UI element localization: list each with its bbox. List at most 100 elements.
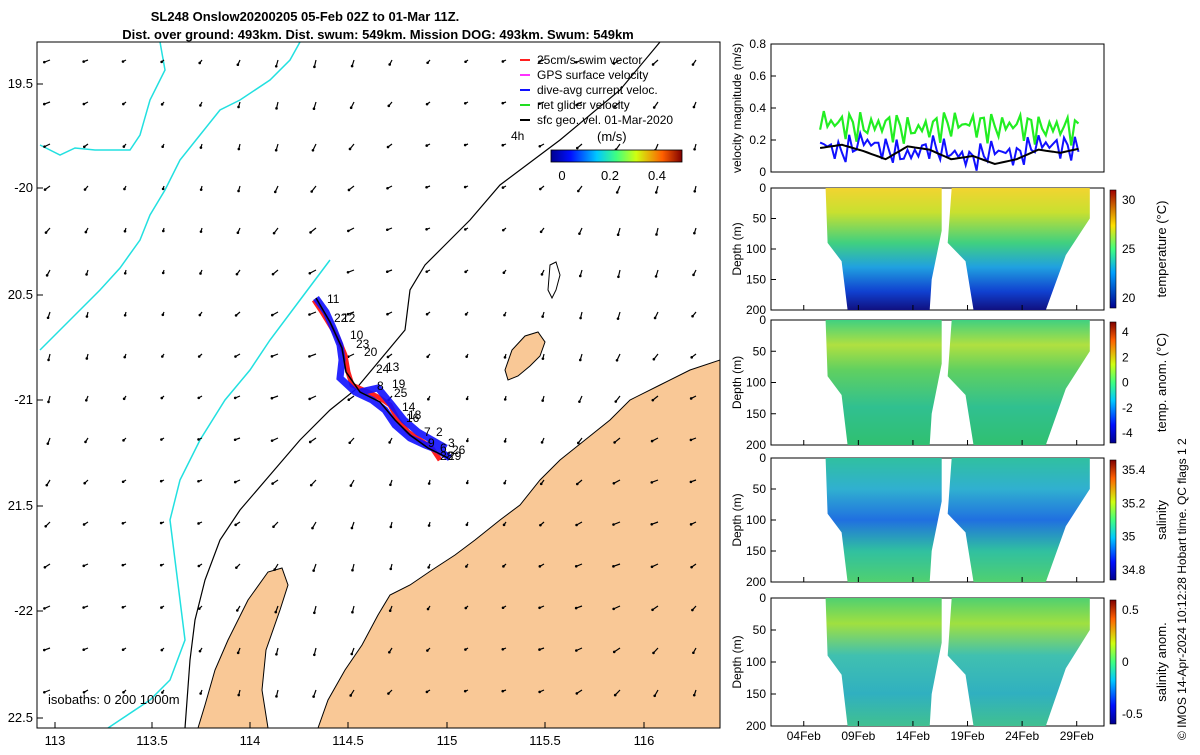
colorbar-tick-label: 25 bbox=[1122, 242, 1136, 256]
velocity-arrow-head bbox=[47, 400, 50, 404]
date-tick-label: 09Feb bbox=[841, 729, 875, 743]
speed-colorbar-ticks: 0 0.2 0.4 bbox=[558, 168, 666, 183]
velocity-arrow-head bbox=[652, 106, 656, 109]
depth-y-tick-label: 100 bbox=[746, 242, 766, 256]
velocity-arrow-head bbox=[46, 442, 50, 445]
track-day-label: 20 bbox=[364, 345, 378, 359]
track-day-label: 2 bbox=[436, 425, 443, 439]
colorbar-tick-label: 4 bbox=[1122, 325, 1129, 339]
depth-y-tick-label: 0 bbox=[759, 451, 766, 465]
velocity-arrow-head bbox=[538, 565, 542, 568]
colorbar-label: temperature (°C) bbox=[1154, 201, 1169, 298]
map-x-tick-label: 114 bbox=[240, 733, 261, 748]
depth-y-tick-label: 0 bbox=[759, 591, 766, 605]
map-x-tick-label: 113 bbox=[45, 733, 66, 748]
velocity-arrow-head bbox=[121, 522, 125, 525]
track-day-label: 6 bbox=[440, 441, 447, 455]
velocity-arrow-head bbox=[693, 147, 696, 151]
track-day-label: 7 bbox=[424, 425, 431, 439]
legend-label: sfc geo. vel. 01-Mar-2020 bbox=[537, 113, 673, 127]
velocity-arrow-head bbox=[197, 396, 201, 400]
velocity-arrow-head bbox=[575, 692, 579, 695]
depth-y-tick-label: 50 bbox=[753, 623, 767, 637]
velocity-arrow-head bbox=[309, 231, 312, 234]
velocity-series-line bbox=[819, 143, 1079, 166]
velocity-arrow-head bbox=[691, 608, 694, 612]
velocity-arrow-head bbox=[198, 607, 201, 610]
velocity-arrow-head bbox=[83, 481, 86, 485]
velocity-arrow-head bbox=[161, 691, 164, 694]
velocity-arrow-head bbox=[502, 565, 505, 568]
velocity-arrow-head bbox=[651, 398, 655, 402]
depth-y-tick-label: 0 bbox=[759, 313, 766, 327]
velocity-arrow-head bbox=[387, 104, 391, 108]
track-day-label: 25 bbox=[394, 386, 408, 400]
velocity-arrow-head bbox=[503, 356, 507, 359]
velocity-arrow-head bbox=[501, 689, 505, 693]
velocity-arrow-head bbox=[123, 187, 126, 191]
velocity-arrow-head bbox=[274, 610, 278, 614]
velocity-arrow-head bbox=[503, 398, 507, 401]
velocity-arrow-head bbox=[541, 399, 545, 402]
velocity-arrow-head bbox=[350, 652, 354, 656]
depth-section-fill bbox=[825, 188, 1090, 310]
velocity-arrow-head bbox=[653, 694, 657, 698]
velocity-arrow-head bbox=[308, 397, 311, 401]
velocity-arrow-head bbox=[578, 358, 582, 362]
velocity-arrow-head bbox=[346, 312, 350, 316]
velocity-arrow-head bbox=[464, 313, 468, 316]
velocity-arrow-head bbox=[197, 522, 200, 525]
velocity-arrow-head bbox=[541, 315, 544, 318]
depth-y-tick-label: 50 bbox=[753, 344, 767, 358]
velocity-arrow-head bbox=[501, 60, 505, 63]
velocity-arrow-head bbox=[233, 480, 237, 484]
velocity-arrow-head bbox=[538, 648, 541, 651]
depth-y-tick-label: 150 bbox=[746, 687, 766, 701]
velocity-arrow-head bbox=[612, 650, 616, 654]
panel-colorbar bbox=[1109, 321, 1117, 444]
velocity-arrow-head bbox=[237, 189, 240, 193]
velocity-arrow-head bbox=[650, 481, 654, 484]
velocity-arrow-head bbox=[199, 188, 203, 191]
velocity-arrow-head bbox=[463, 143, 467, 147]
legend-label: net glider velocity bbox=[537, 98, 630, 112]
velocity-arrow-head bbox=[272, 525, 275, 528]
velocity-arrow-head bbox=[162, 229, 165, 233]
velocity-arrow-head bbox=[82, 691, 86, 694]
depth-y-tick-label: 100 bbox=[746, 513, 766, 527]
velocity-arrow-head bbox=[308, 440, 312, 444]
date-tick-label: 19Feb bbox=[951, 729, 985, 743]
velocity-arrow-head bbox=[123, 355, 127, 359]
velocity-arrow-head bbox=[501, 606, 505, 610]
legend-label: dive-avg current veloc. bbox=[537, 83, 658, 97]
velocity-arrow-head bbox=[501, 101, 505, 105]
velocity-arrow-head bbox=[275, 653, 278, 656]
colorbar-tick-label: 35.4 bbox=[1122, 463, 1146, 477]
velocity-arrow-head bbox=[388, 63, 391, 66]
panel-colorbar bbox=[1109, 189, 1117, 309]
depth-section-fill bbox=[825, 320, 1090, 445]
velocity-arrow-head bbox=[44, 231, 48, 234]
velocity-arrow-head bbox=[387, 692, 390, 695]
track-day-label: 13 bbox=[386, 360, 400, 374]
velocity-arrow-head bbox=[612, 607, 615, 611]
track-day-label: 24 bbox=[376, 362, 390, 376]
map-x-tick-label: 115.5 bbox=[529, 733, 561, 748]
date-tick-label: 29Feb bbox=[1060, 729, 1094, 743]
track-day-label: 23 bbox=[356, 337, 370, 351]
velocity-arrow-head bbox=[615, 191, 619, 194]
velocity-arrow-head bbox=[650, 439, 654, 443]
copyright-note: © IMOS 14-Apr-2024 10:12:28 Hobart time.… bbox=[1175, 438, 1189, 740]
colorbar-tick-label: -2 bbox=[1122, 401, 1133, 415]
velocity-arrow-head bbox=[426, 355, 429, 359]
velocity-arrow-head bbox=[311, 149, 315, 152]
velocity-arrow-head bbox=[463, 689, 467, 693]
velocity-arrow-head bbox=[347, 188, 351, 192]
velocity-arrow-head bbox=[463, 101, 467, 105]
velocity-arrow-head bbox=[501, 186, 505, 189]
velocity-arrow-head bbox=[465, 523, 469, 527]
velocity-arrow-head bbox=[270, 313, 274, 317]
velocity-arrow-head bbox=[85, 357, 89, 360]
velocity-arrow-head bbox=[351, 568, 354, 572]
